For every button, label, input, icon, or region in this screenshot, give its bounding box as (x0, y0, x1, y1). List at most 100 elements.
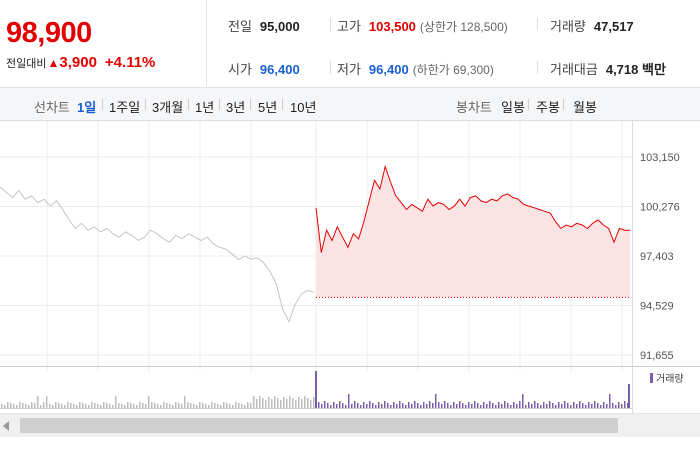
volume-bar (327, 403, 329, 408)
tab-1day[interactable]: 1일 (77, 100, 97, 115)
volume-bar (564, 401, 566, 408)
tab-daily-candle[interactable]: 일봉 (501, 100, 525, 115)
volume-bar (318, 402, 320, 408)
volume-bar (486, 404, 488, 408)
tab-1week[interactable]: 1주일 (109, 100, 141, 115)
volume-bar (342, 403, 344, 408)
volume-bar (211, 402, 213, 408)
volume-bar (384, 401, 386, 408)
chart-scrollbar[interactable] (0, 413, 700, 437)
volume-bar (348, 394, 350, 408)
volume-bar (549, 401, 551, 408)
volume-bar (82, 403, 84, 408)
volume-bar (474, 401, 476, 408)
volume-bar (106, 403, 108, 408)
volume-bar (354, 401, 356, 408)
volume-bar (369, 401, 371, 408)
volume-bar (295, 400, 297, 408)
volume-bar (283, 397, 285, 408)
stat-value: 95,000 (259, 19, 300, 34)
line-chart-label: 선차트 (34, 100, 70, 115)
volume-bar (411, 404, 413, 408)
volume-bar (339, 401, 341, 408)
volume-bar (459, 401, 461, 408)
volume-bar (495, 405, 497, 408)
volume-bar (235, 402, 237, 408)
volume-bar (525, 405, 527, 408)
volume-bar (238, 403, 240, 408)
volume-bar (612, 403, 614, 408)
volume-bar (214, 403, 216, 408)
volume-bar (190, 403, 192, 408)
volume-bar (468, 402, 470, 408)
volume-bar (115, 396, 117, 408)
volume-bar (187, 402, 189, 408)
scroll-left-arrow-icon[interactable] (3, 421, 9, 431)
volume-bar (628, 384, 630, 408)
volume-legend-swatch (650, 373, 653, 383)
volume-bar (366, 404, 368, 408)
volume-bar (181, 404, 183, 408)
volume-bar (304, 396, 306, 408)
volume-bar (624, 401, 626, 408)
price-chart: 103,150 100,276 97,403 94,529 91,655 거래량 (0, 121, 700, 413)
volume-bar (315, 371, 317, 408)
volume-bar (142, 403, 144, 408)
stat-high: 고가 103,500 (상한가 128,500) (337, 16, 508, 35)
divider (537, 18, 538, 31)
stat-value: 96,400 (259, 62, 300, 77)
volume-bar (492, 403, 494, 408)
today-area-fill (316, 166, 630, 298)
volume-bar (61, 404, 63, 408)
current-price: 98,900 (6, 17, 92, 49)
volume-bar (250, 403, 252, 408)
volume-bar (456, 404, 458, 408)
tab-3years[interactable]: 3년 (226, 100, 246, 115)
stat-label: 시가 (228, 62, 252, 77)
volume-bar (121, 404, 123, 408)
volume-bar (393, 402, 395, 408)
scroll-thumb[interactable] (20, 418, 618, 433)
volume-bar (600, 405, 602, 408)
y-tick-label: 97,403 (640, 251, 674, 263)
y-axis-ticks: 103,150 100,276 97,403 94,529 91,655 (640, 152, 680, 362)
tab-weekly-candle[interactable]: 주봉 (536, 100, 560, 115)
stat-value: 4,718 백만 (605, 62, 666, 77)
tab-10years[interactable]: 10년 (290, 100, 317, 115)
stat-label: 저가 (337, 62, 361, 77)
volume-bar (414, 401, 416, 408)
volume-bar (157, 404, 159, 408)
volume-bar (271, 399, 273, 408)
volume-bar (567, 403, 569, 408)
volume-bar (573, 402, 575, 408)
volume-bar (31, 402, 33, 408)
volume-bar (55, 402, 57, 408)
volume-bar (289, 396, 291, 408)
divider (250, 99, 251, 110)
tab-3months[interactable]: 3개월 (152, 100, 184, 115)
volume-bar (118, 403, 120, 408)
volume-bar (603, 402, 605, 408)
quote-summary: 98,900 전일대비▲3,900 +4.11% 전일 95,000 고가 103,5… (0, 0, 700, 88)
volume-bar (76, 405, 78, 408)
volume-bar (298, 397, 300, 408)
volume-bar (133, 404, 135, 408)
volume-bar (202, 403, 204, 408)
volume-bar (420, 405, 422, 408)
volume-bar (226, 403, 228, 408)
volume-bar (205, 404, 207, 408)
tab-1year[interactable]: 1년 (195, 100, 215, 115)
volume-bar (28, 405, 30, 408)
tab-5years[interactable]: 5년 (258, 100, 278, 115)
volume-bar (360, 405, 362, 408)
volume-bar (103, 402, 105, 408)
divider (330, 18, 331, 31)
bottom-spacer (0, 437, 700, 450)
volume-bar (444, 401, 446, 408)
volume-bar (223, 402, 225, 408)
volume-bar (396, 404, 398, 408)
y-tick-label: 103,150 (640, 152, 680, 164)
volume-bar (618, 402, 620, 408)
tab-monthly-candle[interactable]: 월봉 (573, 100, 597, 115)
divider (563, 99, 564, 110)
